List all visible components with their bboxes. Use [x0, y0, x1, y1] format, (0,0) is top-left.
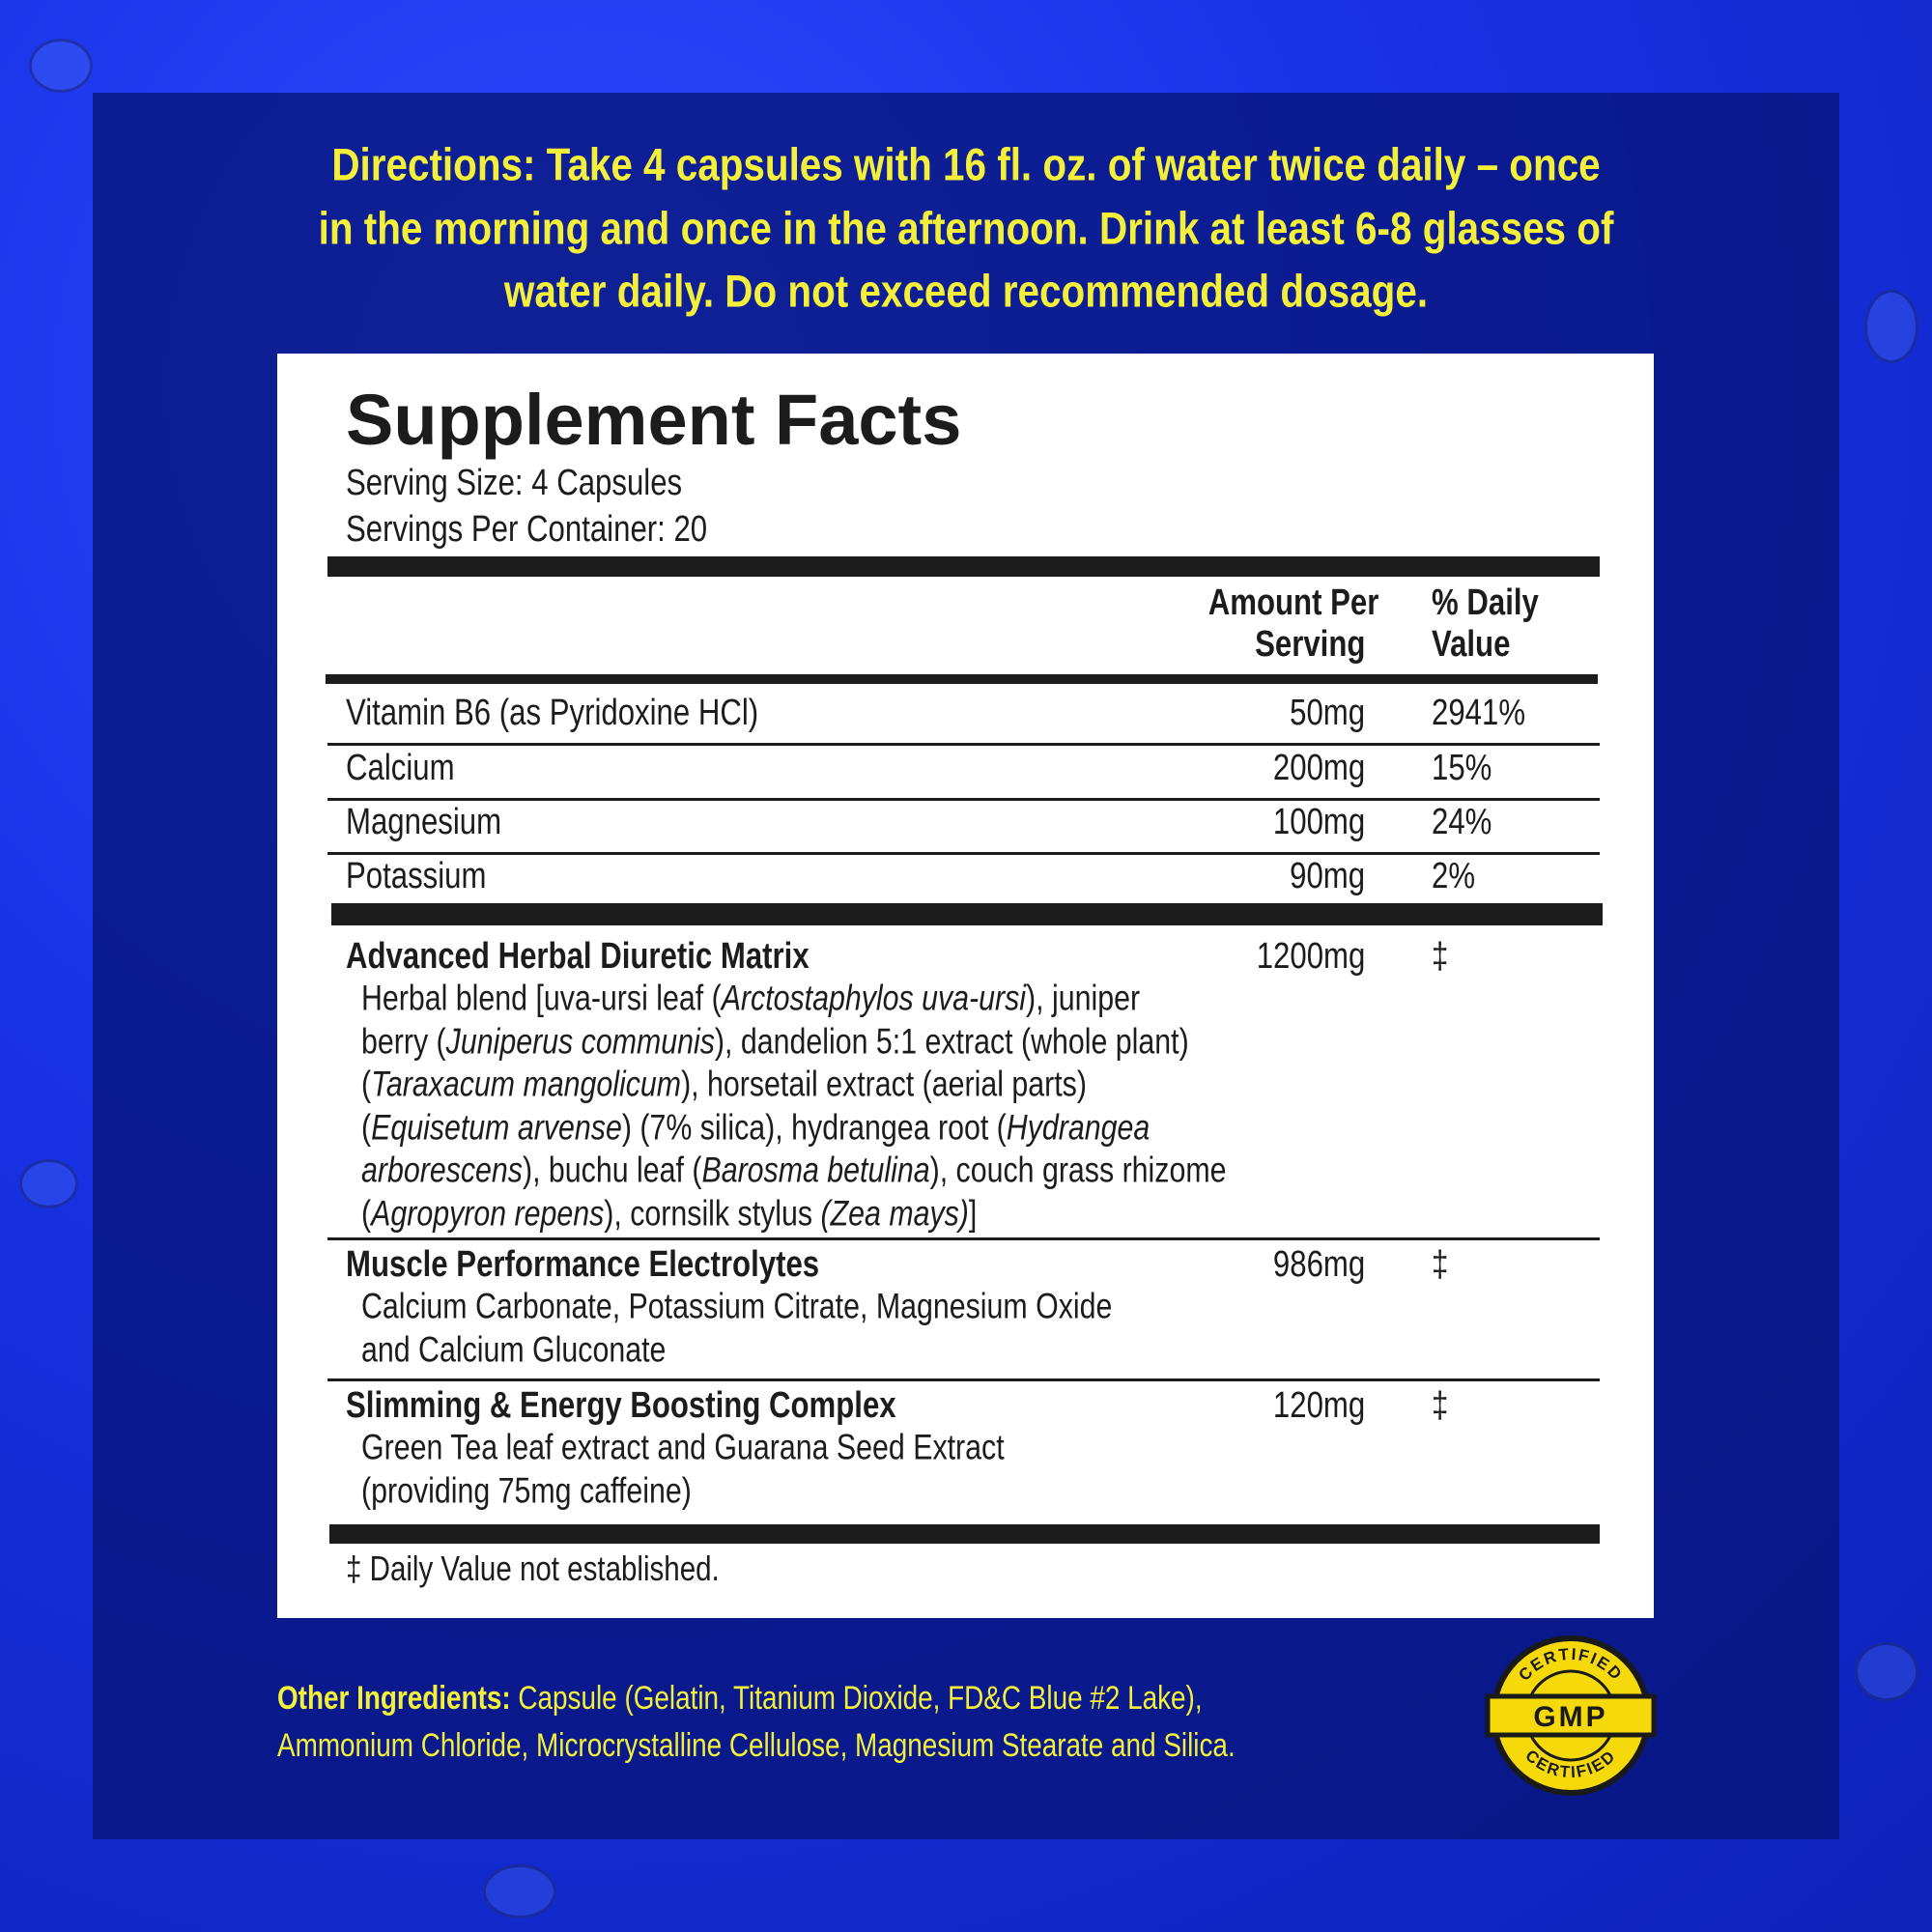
blend-text: ), cornsilk stylus — [604, 1193, 821, 1233]
droplet — [19, 1159, 78, 1208]
blend-text: ), dandelion 5:1 extract (whole plant) — [714, 1021, 1189, 1061]
blend-text-italic: Hydrangea — [1006, 1107, 1151, 1147]
servings-per-container: Servings Per Container: 20 — [346, 509, 708, 550]
blend-text-italic: (Zea mays) — [820, 1193, 969, 1233]
other-ingredients-label: Other Ingredients: — [277, 1680, 511, 1717]
rule — [327, 852, 1600, 855]
blend-text-italic: Equisetum arvense — [371, 1107, 622, 1147]
directions-line: Directions: Take 4 capsules with 16 fl. … — [331, 138, 1601, 190]
blend-text-italic: Agropyron repens — [371, 1193, 605, 1233]
serving-size: Serving Size: 4 Capsules — [346, 463, 683, 503]
rule — [331, 903, 1603, 925]
directions-line: in the morning and once in the afternoon… — [318, 202, 1614, 254]
nutrient-daily-value: 24% — [1432, 802, 1492, 842]
blend-amount: 986mg — [1272, 1244, 1365, 1285]
nutrient-amount: 100mg — [1272, 802, 1365, 842]
blend-text: ) (7% silica), hydrangea root ( — [621, 1107, 1007, 1147]
blend-text: ), juniper — [1026, 978, 1141, 1018]
blend-text: Herbal blend [uva-ursi leaf ( — [361, 978, 722, 1018]
blend-text: Green Tea leaf extract and Guarana Seed … — [361, 1427, 1005, 1467]
blend-name: Advanced Herbal Diuretic Matrix — [346, 936, 810, 977]
blend-text: berry ( — [361, 1021, 446, 1061]
blend-text-italic: arborescens — [361, 1150, 523, 1190]
nutrient-name: Vitamin B6 (as Pyridoxine HCl) — [346, 693, 759, 733]
nutrient-name: Magnesium — [346, 802, 502, 842]
blend-text: ( — [361, 1193, 372, 1233]
blend-daily-value: ‡ — [1432, 1244, 1449, 1285]
blend-line: (Equisetum arvense) (7% silica), hydrang… — [361, 1109, 1150, 1145]
nutrient-name: Potassium — [346, 856, 487, 896]
blend-line: Green Tea leaf extract and Guarana Seed … — [361, 1430, 1005, 1465]
blend-line: berry (Juniperus communis), dandelion 5:… — [361, 1023, 1189, 1059]
header-daily-value: % Daily — [1432, 582, 1539, 623]
blend-text: ( — [361, 1064, 372, 1104]
directions-line: water daily. Do not exceed recommended d… — [503, 265, 1429, 317]
badge-band — [1485, 1693, 1657, 1738]
blend-daily-value: ‡ — [1432, 936, 1449, 977]
rule — [327, 1378, 1600, 1381]
blend-line: Herbal blend [uva-ursi leaf (Arctostaphy… — [361, 980, 1140, 1016]
nutrient-daily-value: 15% — [1432, 748, 1492, 788]
blend-line: (Taraxacum mangolicum), horsetail extrac… — [361, 1066, 1087, 1102]
blend-text-italic: Arctostaphylos uva-ursi — [721, 978, 1027, 1018]
rule — [326, 674, 1598, 684]
blend-text-italic: Barosma betulina — [701, 1150, 930, 1190]
header-amount: Serving — [1254, 624, 1365, 665]
droplet — [483, 1864, 556, 1918]
rule — [327, 743, 1600, 746]
blend-text: ( — [361, 1107, 372, 1147]
droplet — [1864, 290, 1918, 363]
rule — [329, 1524, 1600, 1544]
blend-amount: 120mg — [1272, 1385, 1365, 1426]
droplet — [29, 39, 93, 93]
badge-center: GMP — [1533, 1701, 1607, 1733]
facts-title: Supplement Facts — [346, 380, 962, 460]
footnote: ‡ Daily Value not established. — [346, 1548, 720, 1588]
blend-line: arborescens), buchu leaf (Barosma betuli… — [361, 1152, 1226, 1188]
other-ingredients-text: Capsule (Gelatin, Titanium Dioxide, FD&C… — [510, 1680, 1203, 1717]
blend-line: (Agropyron repens), cornsilk stylus (Zea… — [361, 1195, 977, 1231]
header-amount: Amount Per — [1208, 582, 1378, 623]
blend-text: ), horsetail extract (aerial parts) — [681, 1064, 1087, 1104]
blend-text-italic: Taraxacum mangolicum — [371, 1064, 682, 1104]
blend-daily-value: ‡ — [1432, 1385, 1449, 1426]
blend-name: Muscle Performance Electrolytes — [346, 1244, 820, 1285]
nutrient-daily-value: 2941% — [1432, 693, 1526, 733]
blend-text: Calcium Carbonate, Potassium Citrate, Ma… — [361, 1286, 1113, 1326]
droplet — [1855, 1642, 1918, 1701]
header-daily-value: Value — [1432, 624, 1511, 665]
rule — [327, 556, 1600, 577]
gmp-badge: CERTIFIED CERTIFIED GMP — [1485, 1635, 1657, 1796]
other-ingredients-line: Ammonium Chloride, Microcrystalline Cell… — [277, 1727, 1236, 1764]
blend-text: and Calcium Gluconate — [361, 1329, 667, 1369]
rule — [327, 798, 1600, 801]
blend-text-italic: Juniperus communis — [445, 1021, 715, 1061]
other-ingredients-line: Other Ingredients: Capsule (Gelatin, Tit… — [277, 1682, 1203, 1715]
nutrient-name: Calcium — [346, 748, 455, 788]
blend-text: (providing 75mg caffeine) — [361, 1470, 692, 1510]
blend-line: and Calcium Gluconate — [361, 1331, 666, 1367]
rule — [327, 1237, 1600, 1240]
blend-text: ] — [968, 1193, 978, 1233]
blend-text: ), couch grass rhizome — [929, 1150, 1227, 1190]
nutrient-amount: 200mg — [1272, 748, 1365, 788]
blend-line: (providing 75mg caffeine) — [361, 1472, 692, 1508]
nutrient-amount: 50mg — [1290, 693, 1365, 733]
blend-amount: 1200mg — [1256, 936, 1365, 977]
nutrient-daily-value: 2% — [1432, 856, 1476, 896]
blend-text: ), buchu leaf ( — [522, 1150, 702, 1190]
blend-line: Calcium Carbonate, Potassium Citrate, Ma… — [361, 1289, 1112, 1324]
nutrient-amount: 90mg — [1290, 856, 1365, 896]
blend-name: Slimming & Energy Boosting Complex — [346, 1385, 896, 1426]
